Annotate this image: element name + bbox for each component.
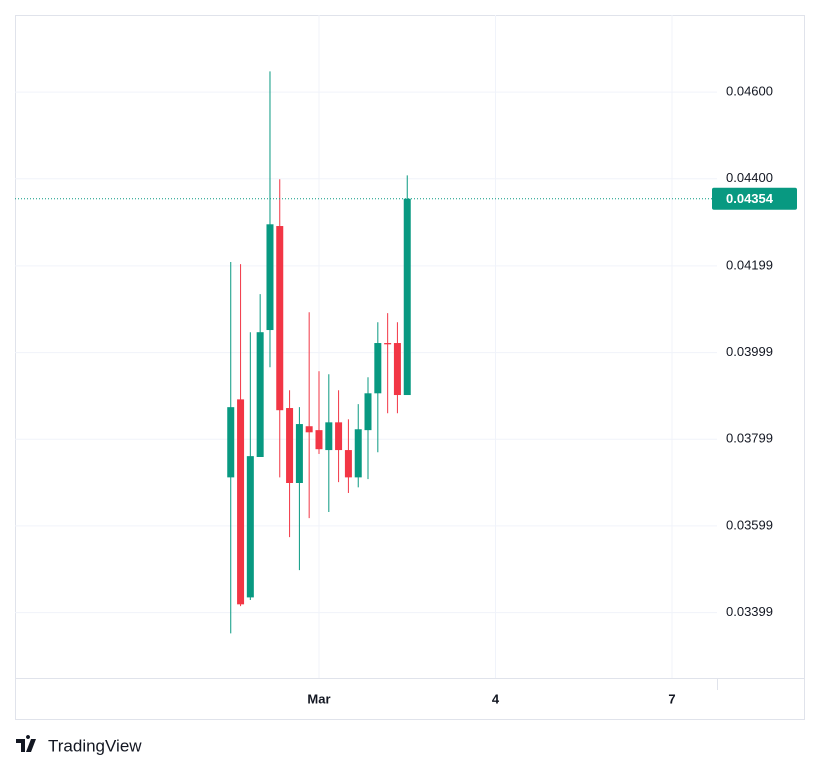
x-tick-label: 4 — [492, 691, 500, 706]
last-price-box — [712, 187, 797, 210]
y-tick-label: 0.03599 — [726, 517, 773, 532]
candle-body — [266, 224, 274, 331]
candle-body — [295, 424, 303, 483]
y-tick-label: 0.04400 — [726, 170, 773, 185]
y-tick-label: 0.04199 — [726, 257, 773, 272]
candle-body — [384, 343, 392, 345]
candle-body — [286, 408, 294, 483]
candle-body — [315, 430, 323, 450]
candle-body — [256, 332, 264, 457]
candle-body — [237, 399, 245, 605]
y-tick-label: 0.03399 — [726, 604, 773, 619]
y-tick-label: 0.03999 — [726, 344, 773, 359]
candle-body — [344, 450, 352, 478]
y-tick-label: 0.03799 — [726, 431, 773, 446]
candle-body — [335, 422, 343, 451]
candle-body — [374, 343, 382, 394]
grid — [15, 15, 717, 678]
candle-body — [393, 343, 401, 396]
logo-icon — [16, 735, 36, 752]
brand: TradingView — [48, 736, 142, 755]
y-tick-label: 0.04600 — [726, 84, 773, 99]
candle-body — [354, 429, 362, 478]
logo: TradingView — [16, 735, 142, 755]
candle-body — [305, 426, 313, 433]
candle-body — [246, 456, 254, 598]
candle-body — [364, 393, 372, 431]
candles — [227, 71, 411, 634]
x-tick-label: 7 — [668, 691, 675, 706]
chart-frame — [15, 15, 805, 720]
last-price-label: 0.04354 — [726, 191, 774, 206]
candle-body — [325, 422, 333, 451]
candle-body — [227, 407, 235, 478]
candle-body — [276, 226, 284, 411]
x-tick-label: Mar — [307, 691, 330, 706]
candle-body — [403, 198, 411, 396]
